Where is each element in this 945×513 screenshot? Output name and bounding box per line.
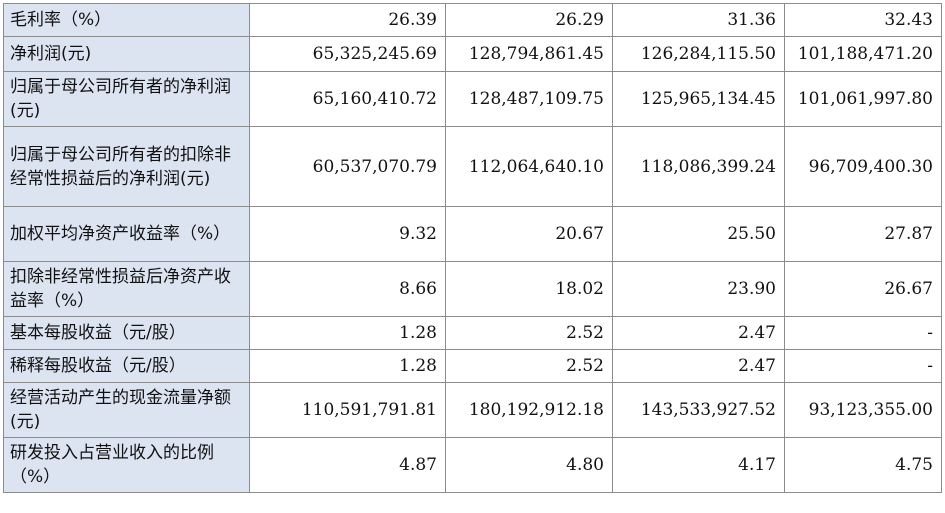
row-label-operating-cash-flow: 经营活动产生的现金流量净额(元) — [3, 382, 250, 438]
row-label-diluted-eps: 稀释每股收益（元/股） — [3, 349, 250, 383]
table-cell: 118,086,399.24 — [612, 126, 785, 207]
table-cell: 18.02 — [445, 261, 613, 317]
table-row: 经营活动产生的现金流量净额(元) 110,591,791.81 180,192,… — [3, 382, 942, 438]
table-cell: 4.80 — [445, 437, 613, 493]
row-label-basic-eps: 基本每股收益（元/股） — [3, 316, 250, 350]
table-cell: 65,325,245.69 — [249, 36, 446, 72]
table-cell: 2.52 — [445, 349, 613, 383]
table-cell: 180,192,912.18 — [445, 382, 613, 438]
row-label-deducted-roe: 扣除非经常性损益后净资产收益率（%） — [3, 261, 250, 317]
table-cell: 65,160,410.72 — [249, 71, 446, 127]
table-cell: 101,061,997.80 — [784, 71, 942, 127]
table-cell: 143,533,927.52 — [612, 382, 785, 438]
table-row: 加权平均净资产收益率（%） 9.32 20.67 25.50 27.87 — [3, 206, 942, 262]
table-cell: 101,188,471.20 — [784, 36, 942, 72]
table-cell: 128,487,109.75 — [445, 71, 613, 127]
row-label-gross-margin: 毛利率（%） — [3, 3, 250, 37]
table-cell: 25.50 — [612, 206, 785, 262]
table-cell: 8.66 — [249, 261, 446, 317]
table-row: 研发投入占营业收入的比例（%） 4.87 4.80 4.17 4.75 — [3, 437, 942, 493]
table-cell: 9.32 — [249, 206, 446, 262]
table-row: 毛利率（%） 26.39 26.29 31.36 32.43 — [3, 3, 942, 37]
table-cell: 31.36 — [612, 3, 785, 37]
table-cell: 110,591,791.81 — [249, 382, 446, 438]
table-cell: 125,965,134.45 — [612, 71, 785, 127]
table-cell: 60,537,070.79 — [249, 126, 446, 207]
table-cell: 4.87 — [249, 437, 446, 493]
table-row: 稀释每股收益（元/股） 1.28 2.52 2.47 - — [3, 349, 942, 383]
table-cell: 26.67 — [784, 261, 942, 317]
table-cell: 26.29 — [445, 3, 613, 37]
table-cell: 23.90 — [612, 261, 785, 317]
row-label-net-profit: 净利润(元) — [3, 36, 250, 72]
table-cell: - — [784, 349, 942, 383]
table-row: 净利润(元) 65,325,245.69 128,794,861.45 126,… — [3, 36, 942, 72]
table-cell: 126,284,115.50 — [612, 36, 785, 72]
table-row: 归属于母公司所有者的扣除非经常性损益后的净利润(元) 60,537,070.79… — [3, 126, 942, 207]
table-cell: 112,064,640.10 — [445, 126, 613, 207]
table-cell: 4.75 — [784, 437, 942, 493]
table-cell: 26.39 — [249, 3, 446, 37]
table-cell: 27.87 — [784, 206, 942, 262]
table-cell: 2.47 — [612, 316, 785, 350]
row-label-net-profit-parent: 归属于母公司所有者的净利润(元) — [3, 71, 250, 127]
table-cell: 1.28 — [249, 316, 446, 350]
table-cell: 1.28 — [249, 349, 446, 383]
financial-indicators-table: 毛利率（%） 26.39 26.29 31.36 32.43 净利润(元) 65… — [3, 3, 942, 493]
table-cell: 2.47 — [612, 349, 785, 383]
table-cell: 96,709,400.30 — [784, 126, 942, 207]
table-cell: 4.17 — [612, 437, 785, 493]
table-cell: 2.52 — [445, 316, 613, 350]
table-cell: 128,794,861.45 — [445, 36, 613, 72]
table-row: 扣除非经常性损益后净资产收益率（%） 8.66 18.02 23.90 26.6… — [3, 261, 942, 317]
table-cell: 20.67 — [445, 206, 613, 262]
row-label-weighted-roe: 加权平均净资产收益率（%） — [3, 206, 250, 262]
table-row: 基本每股收益（元/股） 1.28 2.52 2.47 - — [3, 316, 942, 350]
table-cell: 93,123,355.00 — [784, 382, 942, 438]
row-label-rd-ratio: 研发投入占营业收入的比例（%） — [3, 437, 250, 493]
table-cell: - — [784, 316, 942, 350]
row-label-net-profit-parent-deducted: 归属于母公司所有者的扣除非经常性损益后的净利润(元) — [3, 126, 250, 207]
table-cell: 32.43 — [784, 3, 942, 37]
table-row: 归属于母公司所有者的净利润(元) 65,160,410.72 128,487,1… — [3, 71, 942, 127]
